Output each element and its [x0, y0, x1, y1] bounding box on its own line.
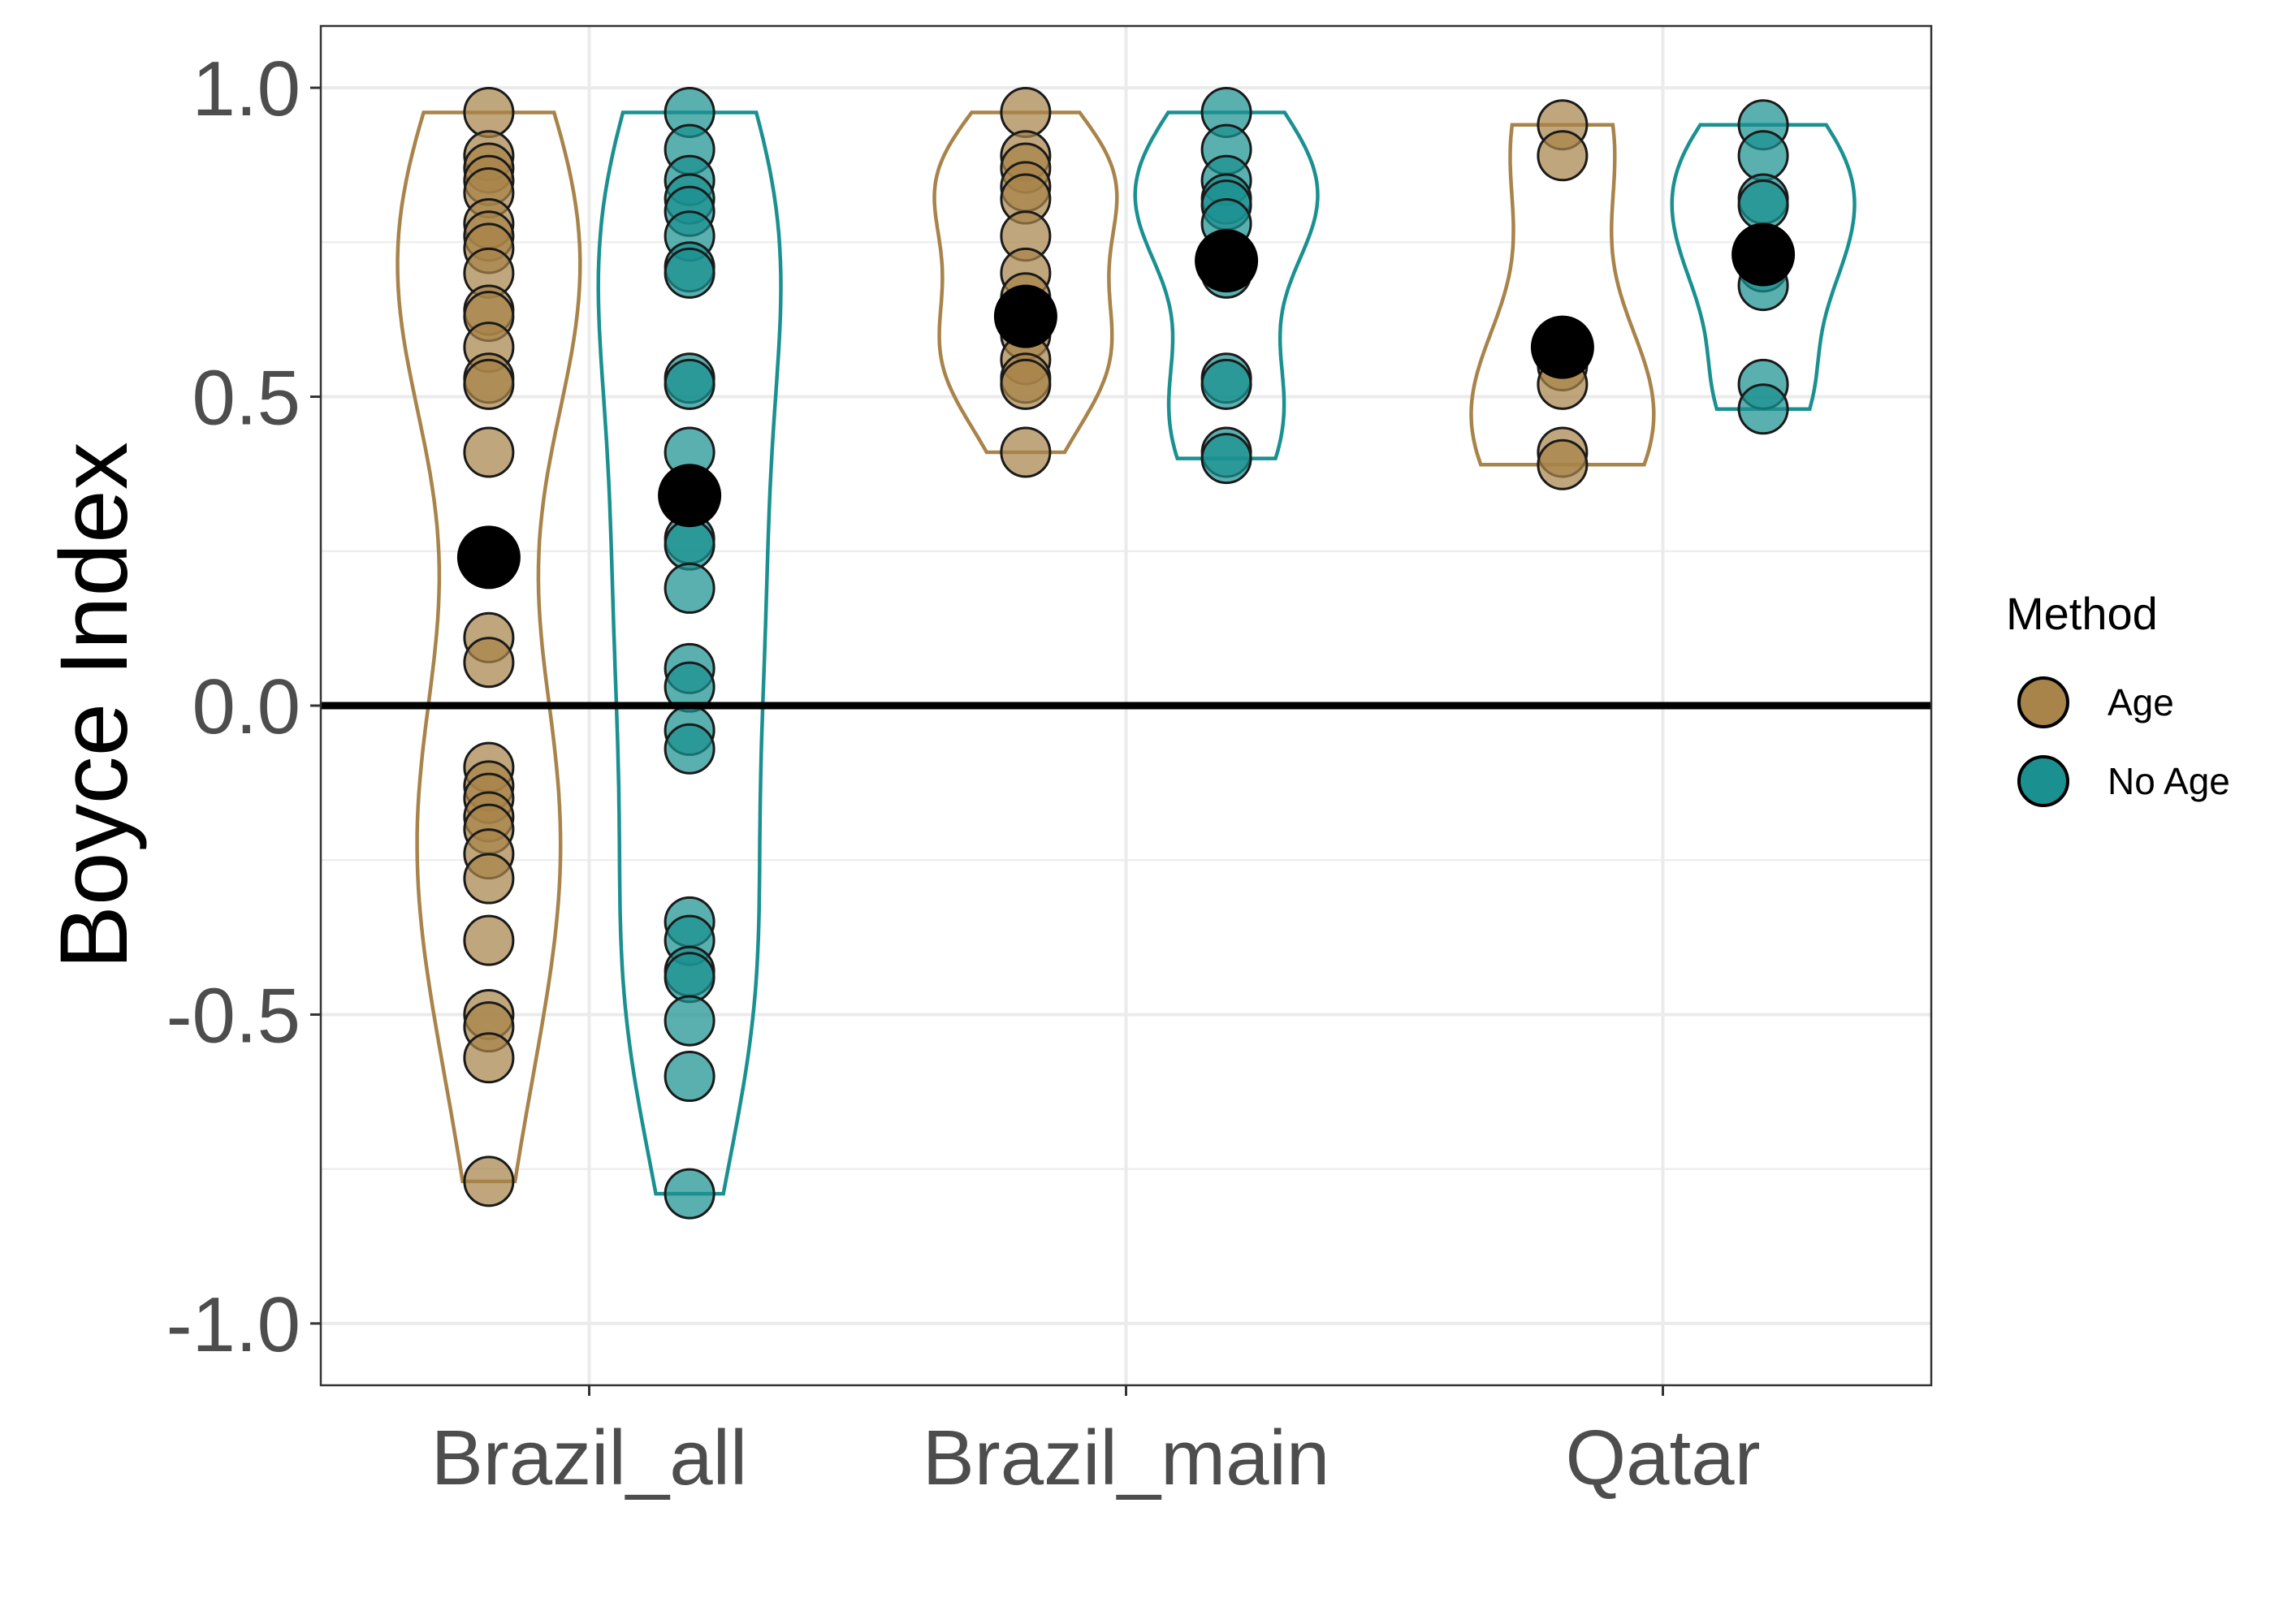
axes: -1.0 -0.5 0.0 0.5 1.0 Brazil_all Brazil_main Qa…	[166, 45, 1761, 1501]
legend-title: Method	[2006, 588, 2158, 639]
data-point	[1000, 358, 1052, 410]
legend-key-age	[2017, 676, 2069, 728]
y-axis-label: Boyce Index	[41, 442, 148, 969]
mean-point	[1731, 222, 1796, 287]
violins	[396, 110, 1857, 1196]
violin-no-age-qatar	[1670, 123, 1857, 412]
y-tick-label: 0.0	[192, 663, 300, 750]
data-point	[463, 358, 515, 410]
x-tick-label: Brazil_main	[923, 1415, 1330, 1501]
y-tick-label: -0.5	[166, 972, 300, 1059]
data-point	[1200, 433, 1252, 485]
violin-age-brazil_main	[932, 110, 1119, 455]
data-point	[664, 247, 715, 299]
data-point	[1000, 426, 1052, 478]
x-tick-label: Brazil_all	[431, 1415, 747, 1501]
data-point	[463, 1032, 515, 1084]
data-point	[1200, 358, 1252, 410]
data-point	[664, 1168, 715, 1220]
legend-label: No Age	[2108, 760, 2230, 802]
data-point	[1000, 87, 1052, 139]
data-point	[463, 87, 515, 139]
mean-point	[1195, 229, 1259, 293]
mean-point	[658, 464, 722, 528]
data-point	[664, 519, 715, 571]
data-point	[463, 426, 515, 478]
data-point	[463, 853, 515, 905]
data-point	[1537, 438, 1589, 490]
mean-point	[993, 284, 1057, 348]
violin-no-age-brazil_all	[596, 110, 783, 1196]
violin-age-brazil_all	[396, 110, 582, 1184]
violin-age-qatar	[1469, 123, 1656, 467]
data-point	[664, 562, 715, 614]
data-point	[1737, 130, 1789, 182]
mean-point	[456, 525, 521, 590]
data-point	[664, 358, 715, 410]
data-point	[1537, 130, 1589, 182]
data-point	[1737, 383, 1789, 435]
mean-markers	[456, 222, 1796, 590]
legend-label: Age	[2108, 681, 2174, 723]
data-point	[463, 914, 515, 966]
data-point	[664, 995, 715, 1047]
y-tick-label: -1.0	[166, 1281, 300, 1368]
legend-key-no-age	[2017, 755, 2069, 807]
data-point	[1737, 179, 1789, 231]
x-tick-label: Qatar	[1565, 1415, 1760, 1501]
mean-point	[1530, 315, 1594, 379]
data-point	[463, 637, 515, 689]
data-point	[463, 1155, 515, 1207]
y-tick-label: 1.0	[192, 45, 300, 132]
data-point	[664, 952, 715, 1004]
violin-no-age-brazil_main	[1133, 110, 1320, 460]
data-point	[664, 723, 715, 775]
legend: Method Age No Age	[2006, 588, 2230, 807]
data-point	[664, 1051, 715, 1103]
y-tick-label: 0.5	[192, 355, 300, 442]
